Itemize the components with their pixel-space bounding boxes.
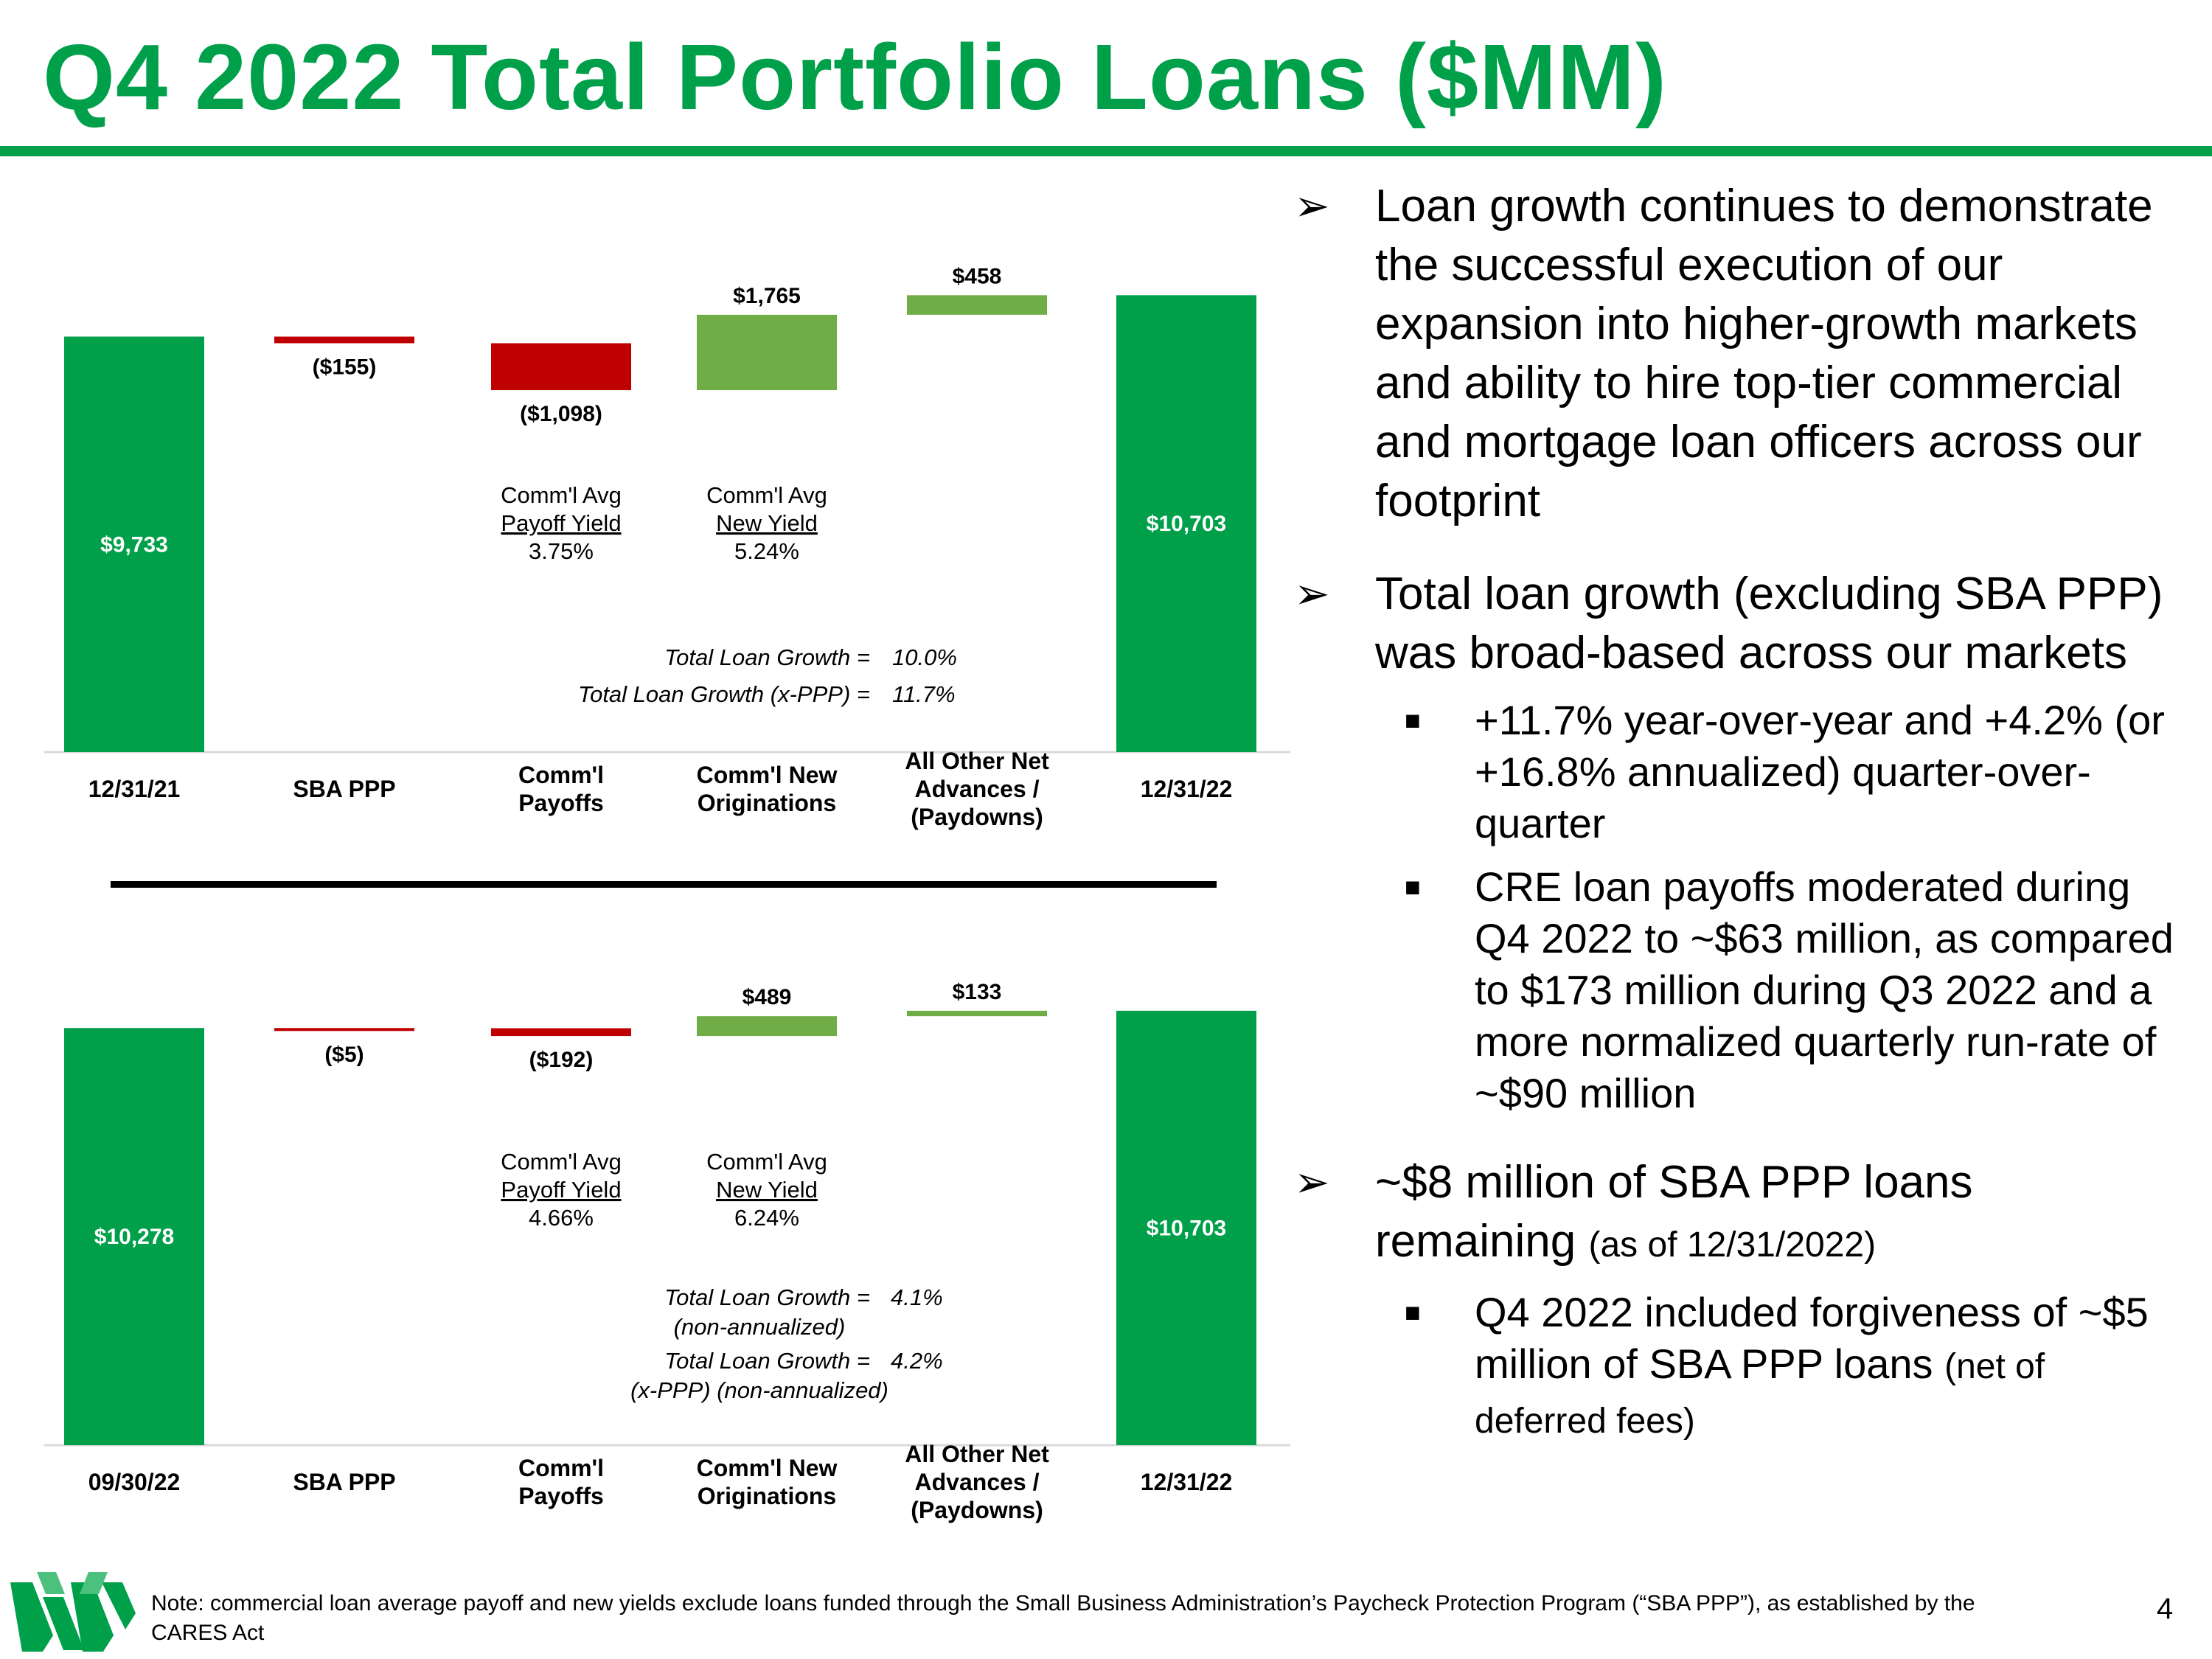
- commentary-bullets: ➢ Loan growth continues to demonstrate t…: [1294, 177, 2179, 1447]
- sub-bullet-cre-payoffs: ■ CRE loan payoffs moderated during Q4 2…: [1294, 861, 2179, 1119]
- bullet-loan-growth: ➢ Loan growth continues to demonstrate t…: [1294, 177, 2179, 531]
- square-bullet-icon: ■: [1405, 705, 1421, 735]
- category-label: 12/31/22: [1141, 1469, 1233, 1495]
- waterfall-bar: [64, 1028, 204, 1445]
- bullet-text: ~$8 million of SBA PPP loans remaining: [1375, 1157, 1973, 1267]
- data-label: ($5): [324, 1043, 364, 1067]
- square-bullet-icon: ■: [1405, 1297, 1421, 1327]
- category-label: (Paydowns): [911, 804, 1043, 830]
- bullet-ppp-remaining: ➢ ~$8 million of SBA PPP loans remaining…: [1294, 1153, 2179, 1275]
- square-bullet-icon: ■: [1405, 872, 1421, 902]
- page-title: Q4 2022 Total Portfolio Loans ($MM): [43, 25, 1667, 129]
- yield-annotation-label: New Yield: [716, 510, 818, 536]
- yield-annotation-label: Payoff Yield: [501, 510, 621, 536]
- data-label: $489: [742, 985, 792, 1009]
- yield-annotation-value: 6.24%: [734, 1205, 799, 1231]
- page-number: 4: [2157, 1593, 2174, 1625]
- yield-annotation-title: Comm'l Avg: [706, 482, 827, 508]
- category-label: SBA PPP: [293, 1469, 395, 1495]
- data-label: $10,703: [1147, 512, 1226, 536]
- waterfall-bar: [907, 1010, 1047, 1017]
- waterfall-bar: [491, 343, 631, 391]
- waterfall-bar: [491, 1028, 631, 1037]
- growth-label: Total Loan Growth =: [664, 1348, 870, 1374]
- category-label: Payoffs: [518, 790, 604, 816]
- data-label: $458: [953, 264, 1002, 288]
- data-label: $133: [953, 980, 1002, 1004]
- category-label: (Paydowns): [911, 1497, 1043, 1523]
- data-label: ($192): [529, 1048, 594, 1072]
- sub-bullet-note: (net of deferred fees): [1475, 1347, 2045, 1441]
- title-rule: [0, 146, 2212, 156]
- category-label: Comm'l New: [697, 1455, 838, 1481]
- category-label: SBA PPP: [293, 776, 395, 802]
- yield-annotation-value: 3.75%: [529, 538, 594, 564]
- data-label: $10,703: [1147, 1216, 1226, 1240]
- growth-label: Total Loan Growth =: [664, 644, 870, 670]
- growth-label: Total Loan Growth =: [664, 1284, 870, 1310]
- waterfall-bar: [697, 314, 837, 391]
- yoy-waterfall-chart: $9,733 12/31/21 ($155) SBA PPP ($1,098) Comm'…: [44, 264, 1290, 830]
- category-label: 12/31/21: [88, 776, 181, 802]
- waterfall-bar: [1116, 295, 1256, 752]
- yield-annotation-title: Comm'l Avg: [706, 1149, 827, 1175]
- growth-value: 10.0%: [892, 644, 957, 670]
- arrow-bullet-icon: ➢: [1294, 570, 1330, 618]
- data-label: $10,278: [94, 1225, 174, 1249]
- category-label: Advances /: [915, 1469, 1040, 1495]
- data-label: ($155): [313, 355, 377, 379]
- sub-bullet-text: Q4 2022 included forgiveness of ~$5 mill…: [1475, 1289, 2149, 1387]
- bullet-note: (as of 12/31/2022): [1588, 1225, 1877, 1265]
- category-label: Comm'l: [518, 1455, 604, 1481]
- arrow-bullet-icon: ➢: [1294, 1158, 1330, 1206]
- arrow-bullet-icon: ➢: [1294, 182, 1330, 230]
- yield-annotation-label: Payoff Yield: [501, 1177, 621, 1203]
- waterfall-bar: [274, 1028, 414, 1032]
- footnote: Note: commercial loan average payoff and…: [151, 1591, 1975, 1645]
- growth-value: 11.7%: [892, 681, 956, 707]
- yield-annotation-label: New Yield: [716, 1177, 818, 1203]
- yield-annotation-value: 4.66%: [529, 1205, 594, 1231]
- category-label: All Other Net: [905, 748, 1049, 774]
- growth-sublabel: (x-PPP) (non-annualized): [630, 1377, 888, 1403]
- bullet-text: Total loan growth (excluding SBA PPP) wa…: [1375, 568, 2163, 678]
- category-label: Advances /: [915, 776, 1040, 802]
- chart-divider: [111, 881, 1217, 888]
- waterfall-bar: [64, 336, 204, 753]
- category-label: Originations: [698, 790, 836, 816]
- growth-value: 4.2%: [891, 1348, 943, 1374]
- bullet-text: Loan growth continues to demonstrate the…: [1375, 181, 2153, 526]
- category-label: All Other Net: [905, 1441, 1049, 1467]
- waterfall-bar: [697, 1016, 837, 1037]
- yield-annotation-value: 5.24%: [734, 538, 799, 564]
- growth-sublabel: (non-annualized): [674, 1314, 846, 1340]
- yield-annotation-title: Comm'l Avg: [501, 1149, 622, 1175]
- data-label: ($1,098): [520, 402, 602, 426]
- category-label: Originations: [698, 1483, 836, 1509]
- sub-bullet-forgiveness: ■ Q4 2022 included forgiveness of ~$5 mi…: [1294, 1287, 2179, 1447]
- category-label: 12/31/22: [1141, 776, 1233, 802]
- waterfall-bar: [907, 295, 1047, 315]
- sub-bullet-text: +11.7% year-over-year and +4.2% (or +16.…: [1475, 697, 2165, 846]
- category-label: Comm'l New: [697, 762, 838, 788]
- sub-bullet-yoy-qoq: ■ +11.7% year-over-year and +4.2% (or +1…: [1294, 695, 2179, 849]
- waterfall-bar: [274, 336, 414, 344]
- bullet-broad-based: ➢ Total loan growth (excluding SBA PPP) …: [1294, 565, 2179, 683]
- company-logo-icon: [10, 1572, 136, 1652]
- category-label: Comm'l: [518, 762, 604, 788]
- data-label: $9,733: [100, 532, 168, 557]
- growth-label: Total Loan Growth (x-PPP) =: [578, 681, 870, 707]
- waterfall-bar: [1116, 1010, 1256, 1445]
- yield-annotation-title: Comm'l Avg: [501, 482, 622, 508]
- category-label: Payoffs: [518, 1483, 604, 1509]
- sub-bullet-text: CRE loan payoffs moderated during Q4 202…: [1475, 863, 2174, 1116]
- growth-value: 4.1%: [891, 1284, 943, 1310]
- data-label: $1,765: [733, 284, 801, 308]
- category-label: 09/30/22: [88, 1469, 181, 1495]
